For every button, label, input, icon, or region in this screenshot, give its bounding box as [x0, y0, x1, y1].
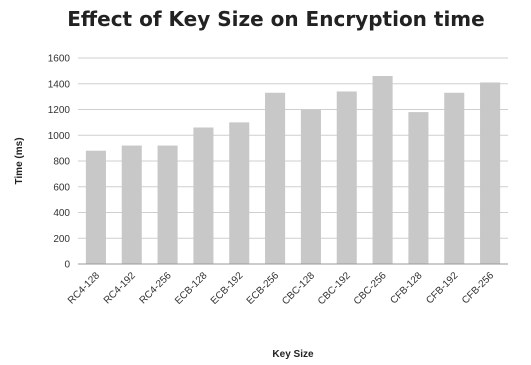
y-axis-label: Time (ms) [14, 137, 25, 184]
x-tick-label: ECB-256 [245, 270, 282, 307]
y-tick-label: 400 [53, 208, 70, 219]
x-tick-label: RC4-128 [66, 270, 102, 306]
x-tick-label: ECB-128 [173, 270, 210, 307]
bar-cfb-192 [444, 92, 465, 264]
y-tick-label: 1200 [48, 105, 71, 116]
bar-cbc-192 [336, 91, 357, 264]
y-tick-label: 800 [53, 157, 70, 168]
x-tick-label: CBC-256 [352, 270, 389, 307]
y-tick-label: 1000 [48, 131, 71, 142]
y-tick-label: 1600 [48, 54, 71, 65]
bars [85, 76, 501, 265]
x-tick-label: CFB-192 [424, 270, 460, 306]
bar-ecb-256 [265, 92, 286, 264]
y-tick-label: 1400 [48, 79, 71, 90]
x-axis-label: Key Size [272, 349, 314, 360]
y-tick-label: 200 [53, 234, 70, 245]
bar-cfb-256 [480, 82, 501, 265]
bar-rc4-192 [121, 145, 142, 264]
y-tick-label: 0 [64, 260, 70, 271]
bar-cbc-128 [300, 109, 321, 264]
x-tick-label: CFB-256 [460, 270, 496, 306]
y-tick-label: 600 [53, 182, 70, 193]
bar-cbc-256 [372, 76, 393, 265]
x-axis-ticks: RC4-128 RC4-192 RC4-256 ECB-128 ECB-192 ECB-2… [66, 270, 497, 307]
x-tick-label: RC4-192 [102, 270, 138, 306]
bar-ecb-192 [229, 122, 250, 264]
gridlines [78, 57, 508, 239]
x-tick-label: CBC-192 [316, 270, 353, 307]
x-tick-label: CBC-128 [280, 270, 317, 307]
chart-title: Effect of Key Size on Encryption time [67, 7, 484, 31]
x-tick-label: RC4-256 [138, 270, 174, 306]
bar-ecb-128 [193, 127, 214, 265]
bar-cfb-128 [408, 112, 429, 264]
bar-rc4-128 [85, 150, 106, 264]
x-tick-label: CFB-128 [388, 270, 424, 306]
x-tick-label: ECB-192 [209, 270, 246, 307]
bar-rc4-256 [157, 145, 178, 264]
y-axis-ticks: 0 200 400 600 800 1000 1200 1400 1600 [48, 54, 71, 271]
